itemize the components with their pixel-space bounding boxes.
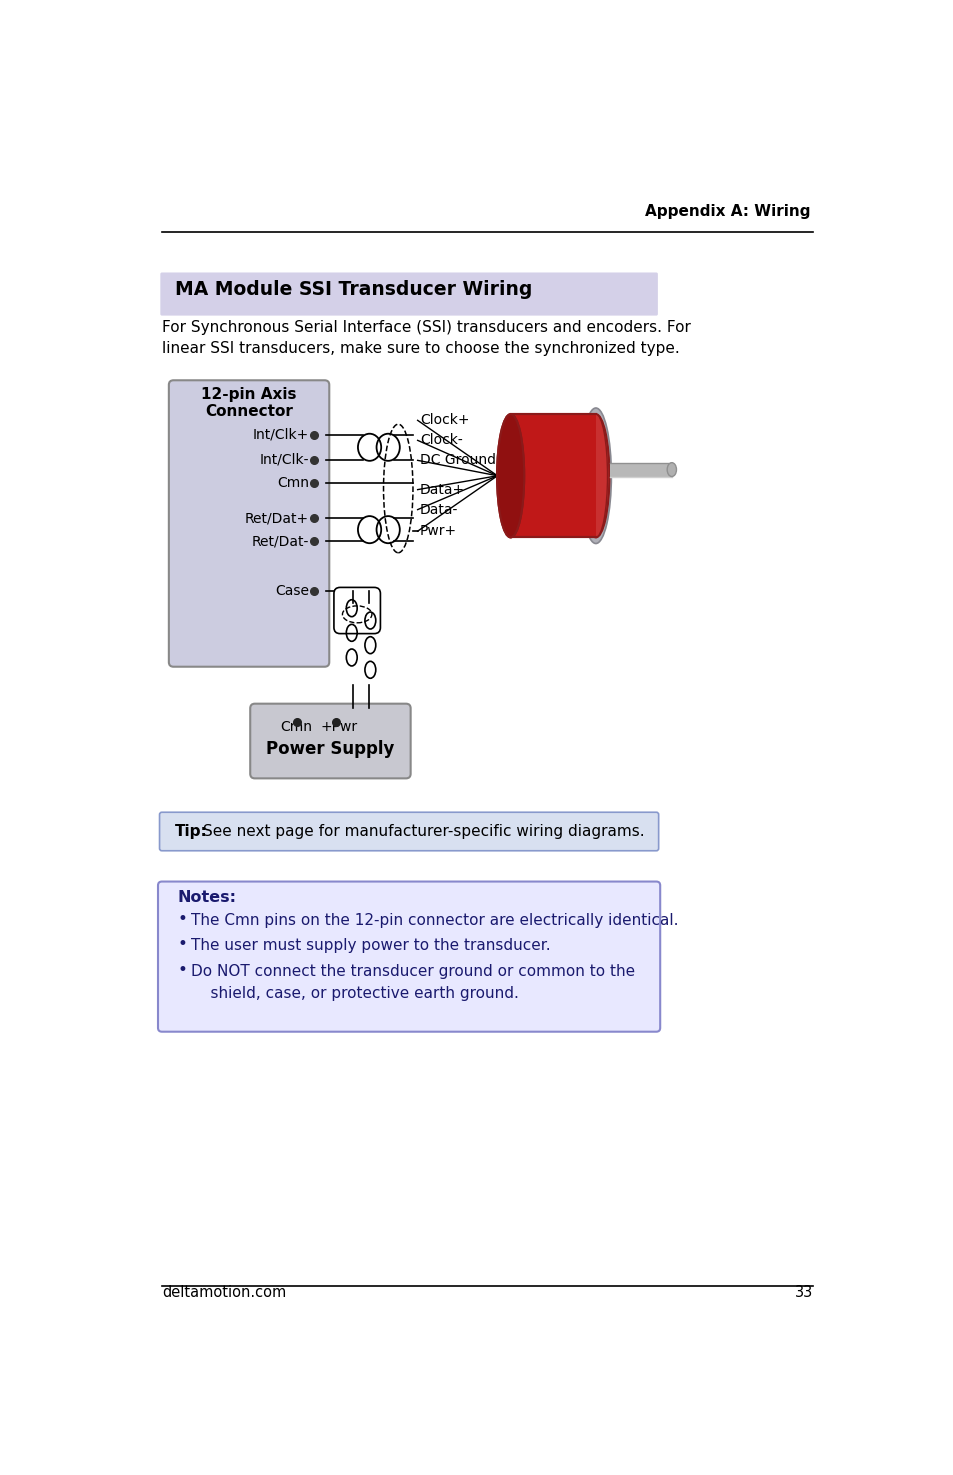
- Ellipse shape: [581, 414, 609, 537]
- FancyBboxPatch shape: [159, 813, 658, 851]
- Text: MA Module SSI Transducer Wiring: MA Module SSI Transducer Wiring: [174, 280, 532, 298]
- Text: •: •: [177, 910, 187, 928]
- Bar: [510, 414, 596, 537]
- Text: shield, case, or protective earth ground.: shield, case, or protective earth ground…: [192, 985, 518, 1002]
- Text: Power Supply: Power Supply: [266, 740, 395, 758]
- FancyBboxPatch shape: [250, 704, 410, 779]
- Bar: [510, 414, 596, 537]
- FancyBboxPatch shape: [169, 381, 329, 667]
- Text: 33: 33: [794, 1285, 812, 1299]
- Text: DC Ground: DC Ground: [419, 453, 496, 468]
- Text: Appendix A: Wiring: Appendix A: Wiring: [644, 204, 810, 218]
- Text: linear SSI transducers, make sure to choose the synchronized type.: linear SSI transducers, make sure to cho…: [162, 341, 679, 355]
- Text: Tip:: Tip:: [174, 825, 208, 839]
- Text: Clock-: Clock-: [419, 434, 462, 447]
- Text: The Cmn pins on the 12-pin connector are electrically identical.: The Cmn pins on the 12-pin connector are…: [192, 913, 679, 928]
- FancyBboxPatch shape: [334, 587, 380, 634]
- Text: Cmn: Cmn: [276, 476, 309, 490]
- Text: Connector: Connector: [205, 404, 293, 419]
- Text: 12-pin Axis: 12-pin Axis: [201, 386, 296, 401]
- Ellipse shape: [666, 463, 676, 476]
- FancyBboxPatch shape: [158, 882, 659, 1031]
- Bar: [609, 463, 671, 476]
- Ellipse shape: [583, 414, 607, 537]
- Text: For Synchronous Serial Interface (SSI) transducers and encoders. For: For Synchronous Serial Interface (SSI) t…: [162, 320, 690, 335]
- Text: Ret/Dat-: Ret/Dat-: [252, 534, 309, 549]
- Text: Ret/Dat+: Ret/Dat+: [245, 512, 309, 525]
- Text: deltamotion.com: deltamotion.com: [162, 1285, 286, 1299]
- Text: Data+: Data+: [419, 482, 465, 497]
- Text: •: •: [177, 935, 187, 953]
- Text: Data-: Data-: [419, 503, 457, 516]
- Ellipse shape: [579, 409, 611, 543]
- Ellipse shape: [497, 414, 523, 537]
- FancyBboxPatch shape: [160, 273, 658, 316]
- Ellipse shape: [497, 414, 523, 537]
- Text: Do NOT connect the transducer ground or common to the: Do NOT connect the transducer ground or …: [192, 963, 635, 978]
- Text: Int/Clk-: Int/Clk-: [259, 453, 309, 466]
- Text: Pwr+: Pwr+: [419, 524, 456, 538]
- Text: Clock+: Clock+: [419, 413, 469, 428]
- Text: Int/Clk+: Int/Clk+: [253, 428, 309, 442]
- Text: The user must supply power to the transducer.: The user must supply power to the transd…: [192, 938, 551, 953]
- Text: •: •: [177, 960, 187, 978]
- Text: See next page for manufacturer-specific wiring diagrams.: See next page for manufacturer-specific …: [203, 825, 644, 839]
- Text: +Pwr: +Pwr: [320, 720, 357, 735]
- Text: Cmn: Cmn: [279, 720, 312, 735]
- Text: Notes:: Notes:: [177, 891, 236, 906]
- Text: Case: Case: [274, 584, 309, 599]
